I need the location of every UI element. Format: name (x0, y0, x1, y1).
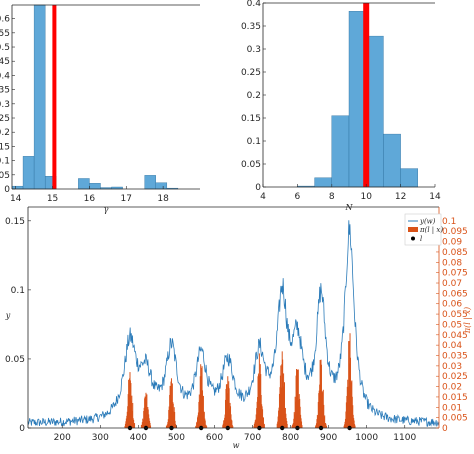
right-y-tick-label: 0.085 (442, 248, 468, 258)
right-y-tick-label: 0.035 (442, 352, 468, 362)
x-tick-label: 15 (47, 194, 58, 204)
x-tick-label: 600 (206, 433, 223, 443)
histogram-bar (33, 4, 46, 190)
y-tick-label: 0.45 (0, 57, 10, 67)
x-tick-label: 16 (84, 194, 96, 204)
x-tick-label: 300 (92, 433, 109, 443)
x-tick-label: 400 (130, 433, 147, 443)
x-tick-label: 1100 (393, 433, 416, 443)
y-tick-label: 0.5 (0, 43, 10, 53)
x-tick-label: 12 (395, 192, 406, 202)
histogram-bar (22, 156, 35, 190)
histogram-bar (89, 183, 101, 190)
y-tick-label: 0.4 (0, 71, 10, 81)
y-tick-label: 0.2 (0, 128, 10, 138)
legend-label-posterior: π(l | x) (419, 226, 443, 234)
right-y-tick-label: 0.04 (442, 341, 462, 351)
right-y-tick-label: 0.07 (442, 279, 462, 289)
y-tick-label: 0 (255, 183, 261, 193)
histogram-bar (78, 178, 90, 190)
right-y-tick-label: 0.045 (442, 331, 468, 341)
right-y-tick-label: 0.02 (442, 383, 462, 393)
y-tick-label: 0.4 (247, 0, 262, 9)
top-left-xlabel: γ (104, 205, 109, 214)
bottom-ylabel-right: π(l | x) (463, 307, 472, 334)
right-y-tick-label: 0.055 (442, 310, 468, 320)
y-tick-label: 0.1 (247, 137, 261, 147)
histogram-bar (383, 133, 401, 188)
x-tick-label: 500 (168, 433, 185, 443)
x-tick-label: 4 (260, 192, 266, 202)
histogram-bar (400, 168, 419, 188)
legend-label-location: l (420, 235, 422, 243)
y-tick-label: 0 (19, 424, 25, 434)
right-y-tick-label: 0.025 (442, 372, 468, 382)
y-tick-label: 0.3 (0, 100, 10, 110)
y-tick-label: 0.3 (247, 45, 261, 55)
right-y-tick-label: 0 (442, 424, 448, 434)
y-tick-label: 0.05 (0, 171, 10, 181)
x-tick-label: 6 (295, 192, 301, 202)
legend-label-signal: y(w) (419, 218, 436, 226)
legend-swatch-posterior (408, 227, 418, 232)
top-right-xlabel: N (345, 203, 354, 212)
y-tick-label: 0.25 (0, 114, 10, 124)
right-y-tick-label: 0.015 (442, 393, 468, 403)
y-tick-label: 0.15 (241, 114, 261, 124)
histogram-bar (144, 175, 156, 190)
y-tick-label: 0.1 (0, 157, 10, 167)
y-tick-label: 0.15 (0, 142, 10, 152)
signal-line-y (27, 220, 440, 427)
top-right-histogram: 4 6 8 10 12 14 0 0.05 0.1 0.15 0.2 0.25 0.3 0.35 0.4 N (241, 0, 441, 212)
histogram-bar (331, 115, 350, 188)
y-tick-label: 0.2 (247, 91, 261, 101)
legend: y(w) π(l | x) l (404, 213, 443, 246)
y-tick-label: 0.35 (241, 22, 261, 32)
x-tick-label: 800 (282, 433, 299, 443)
legend-swatch-dot (411, 236, 415, 241)
right-y-tick-label: 0.08 (442, 258, 462, 268)
x-tick-label: 18 (157, 194, 169, 204)
y-tick-label: 0.05 (5, 355, 25, 365)
bottom-signal-plot: 200 300 400 500 600 700 800 900 1000 1100 0 0.05 0.1… (5, 206, 472, 450)
right-y-tick-label: 0.03 (442, 362, 462, 372)
right-y-tick-label: 0.075 (442, 269, 468, 279)
y-tick-label: 0.35 (0, 86, 10, 96)
top-left-histogram: 14 15 16 17 18 0 0.05 0.1 0.15 0.2 0.25 0.3 0.35 0.4 0… (0, 4, 200, 214)
y-tick-label: 0.15 (5, 217, 25, 227)
reference-marker-gamma (52, 5, 57, 189)
bottom-ylabel-left: y (5, 311, 11, 320)
x-tick-label: 14 (429, 192, 441, 202)
x-tick-label: 900 (320, 433, 337, 443)
x-tick-label: 700 (244, 433, 261, 443)
right-y-tick-label: 0.1 (442, 217, 456, 227)
x-tick-label: 17 (121, 194, 132, 204)
histogram-bar (314, 177, 333, 188)
right-y-tick-label: 0.06 (442, 300, 462, 310)
right-y-tick-label: 0.095 (442, 227, 468, 237)
x-tick-label: 200 (54, 433, 71, 443)
right-y-tick-label: 0.065 (442, 289, 468, 299)
x-tick-label: 10 (360, 192, 372, 202)
histogram-bar (11, 185, 24, 190)
right-y-tick-label: 0.05 (442, 320, 462, 330)
y-tick-label: 0.05 (241, 160, 261, 170)
y-tick-label: 0.1 (11, 286, 25, 296)
y-tick-label: 0 (4, 185, 10, 195)
y-tick-label: 0.55 (0, 29, 10, 39)
y-tick-label: 0.6 (0, 15, 10, 25)
y-tick-label: 0.25 (241, 68, 261, 78)
x-tick-label: 14 (10, 194, 22, 204)
right-y-tick-label: 0.005 (442, 414, 468, 424)
bottom-xlabel: w (233, 441, 240, 450)
x-tick-label: 8 (329, 192, 335, 202)
right-y-tick-label: 0.09 (442, 238, 462, 248)
reference-marker-n (363, 3, 370, 187)
right-y-tick-label: 0.01 (442, 403, 462, 413)
histogram-bar (155, 182, 168, 190)
x-tick-label: 1000 (355, 433, 378, 443)
